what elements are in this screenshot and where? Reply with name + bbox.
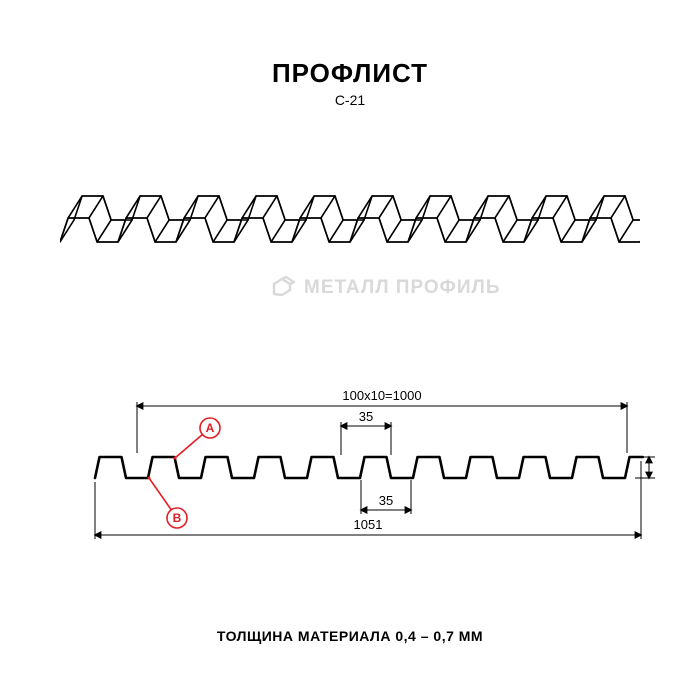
svg-text:A: A (206, 421, 215, 435)
svg-text:1051: 1051 (354, 517, 383, 532)
model-code: С-21 (0, 92, 700, 108)
section-view: 100х10=10001051353521AB (45, 370, 655, 560)
diagram-page: { "header": { "title": "ПРОФЛИСТ", "titl… (0, 0, 700, 700)
logo-icon (270, 276, 298, 300)
watermark-text: МЕТАЛЛ ПРОФИЛЬ (304, 277, 501, 299)
svg-text:35: 35 (359, 409, 373, 424)
svg-text:100х10=1000: 100х10=1000 (342, 388, 421, 403)
page-title: ПРОФЛИСТ (0, 58, 700, 89)
svg-text:35: 35 (379, 493, 393, 508)
svg-text:B: B (173, 511, 182, 525)
isometric-view (60, 150, 640, 280)
watermark: МЕТАЛЛ ПРОФИЛЬ (270, 276, 501, 300)
thickness-note: ТОЛЩИНА МАТЕРИАЛА 0,4 – 0,7 ММ (0, 628, 700, 644)
